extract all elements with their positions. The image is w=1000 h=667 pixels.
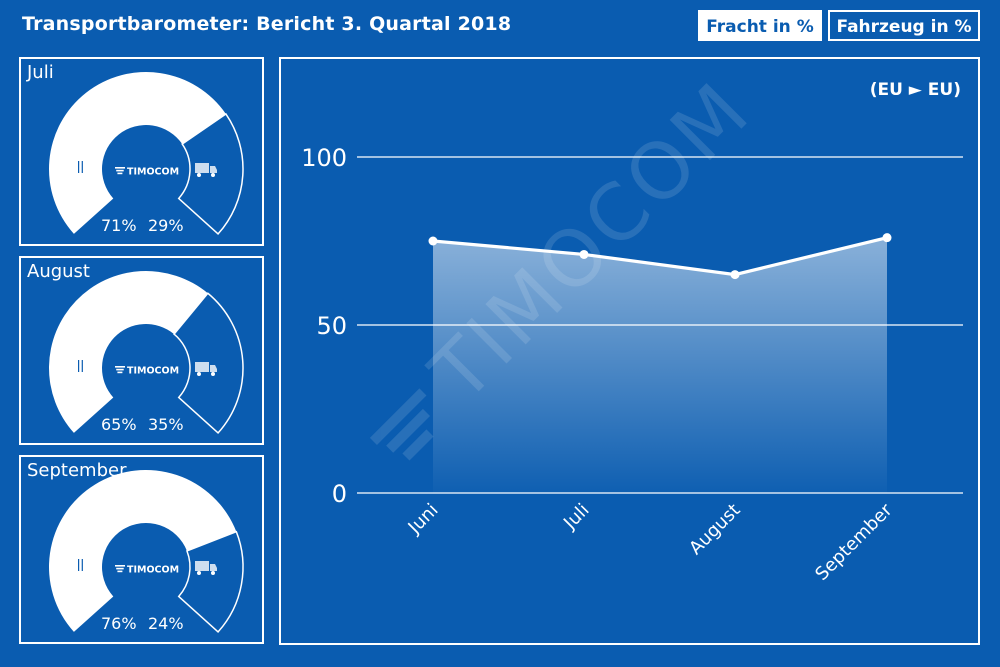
fracht-sector [48,469,237,632]
truck-cab [210,365,217,372]
gauge-september: TIMOCOM 76% 24% [48,469,244,633]
truck-wheel [211,571,215,575]
truck-wheel [197,571,201,575]
x-tick-label: August [685,500,744,559]
logo-stripe [117,371,123,374]
fracht-sector [49,72,226,234]
x-tick-label: Juli [559,500,593,534]
logo-stripe [117,172,123,175]
logo-stripe [117,570,123,573]
watermark-stripe [369,388,427,445]
logo-stripe [115,565,125,567]
x-tick-label: September [811,499,897,585]
logo-text: TIMOCOM [127,366,179,377]
data-point [730,270,740,280]
logo-stripe [116,567,124,570]
fahrzeug-percent-label: 35% [148,415,184,434]
watermark-stripe [386,408,430,453]
truck-cargo [195,362,209,372]
fahrzeug-sector [177,530,244,633]
timocom-logo: TIMOCOM [115,366,179,377]
fracht-percent-label: 65% [101,415,137,434]
truck-icon [195,163,217,177]
fahrzeug-toggle-button[interactable]: Fahrzeug in % [828,10,980,41]
gauge-panel-juli: Juli TIMOCOM 71% 29% [19,57,264,246]
gauge-panel-august: August TIMOCOM 65% 35% [19,256,264,445]
data-point [428,236,438,246]
data-point [579,249,589,259]
logo-text: TIMOCOM [127,565,179,576]
series-line [432,236,888,277]
truck-cab [210,166,217,173]
data-point [882,233,892,243]
x-tick-label: Juni [404,500,443,539]
fahrzeug-sector [177,112,244,235]
truck-cargo [195,561,209,571]
truck-cargo [195,163,209,173]
box-body [75,559,86,571]
fahrzeug-percent-label: 29% [148,216,184,235]
fracht-percent-label: 71% [101,216,137,235]
fracht-toggle-button[interactable]: Fracht in % [698,10,822,41]
logo-stripe [116,368,124,371]
truck-cab [210,564,217,571]
logo-stripe [115,167,125,169]
fracht-percent-label: 76% [101,614,137,633]
gauge-month-label: September [27,460,127,481]
series-area [433,237,887,493]
truck-icon [195,362,217,376]
y-tick-label: 0 [332,480,347,508]
truck-wheel [197,372,201,376]
timocom-logo: TIMOCOM [115,167,179,178]
gauge-month-label: August [27,261,90,282]
truck-icon [195,561,217,575]
logo-stripe [115,366,125,368]
y-tick-label: 100 [301,144,347,172]
watermark-stripe [402,429,434,461]
box-body [75,360,86,372]
region-label: (EU ► EU) [870,80,961,100]
gauge-panel-september: September TIMOCOM 76% 24% [19,455,264,644]
box-body [75,161,86,173]
page-title: Transportbarometer: Bericht 3. Quartal 2… [22,13,512,35]
logo-stripe [116,169,124,172]
gauge-juli: TIMOCOM 71% 29% [49,72,244,235]
truck-wheel [211,173,215,177]
truck-wheel [197,173,201,177]
y-tick-label: 50 [316,312,347,340]
timocom-logo: TIMOCOM [115,565,179,576]
truck-wheel [211,372,215,376]
fahrzeug-sector [172,292,244,434]
line-chart-panel: TIMOCOM (EU ► EU) 0 50 100 Juni Juli August Sept… [279,57,980,645]
gauge-august: TIMOCOM 65% 35% [49,271,244,434]
fracht-sector [49,271,208,433]
freight-box-icon [73,161,88,175]
freight-box-icon [73,559,88,573]
fahrzeug-percent-label: 24% [148,614,184,633]
gauge-month-label: Juli [27,62,54,83]
logo-text: TIMOCOM [127,167,179,178]
freight-box-icon [73,360,88,374]
